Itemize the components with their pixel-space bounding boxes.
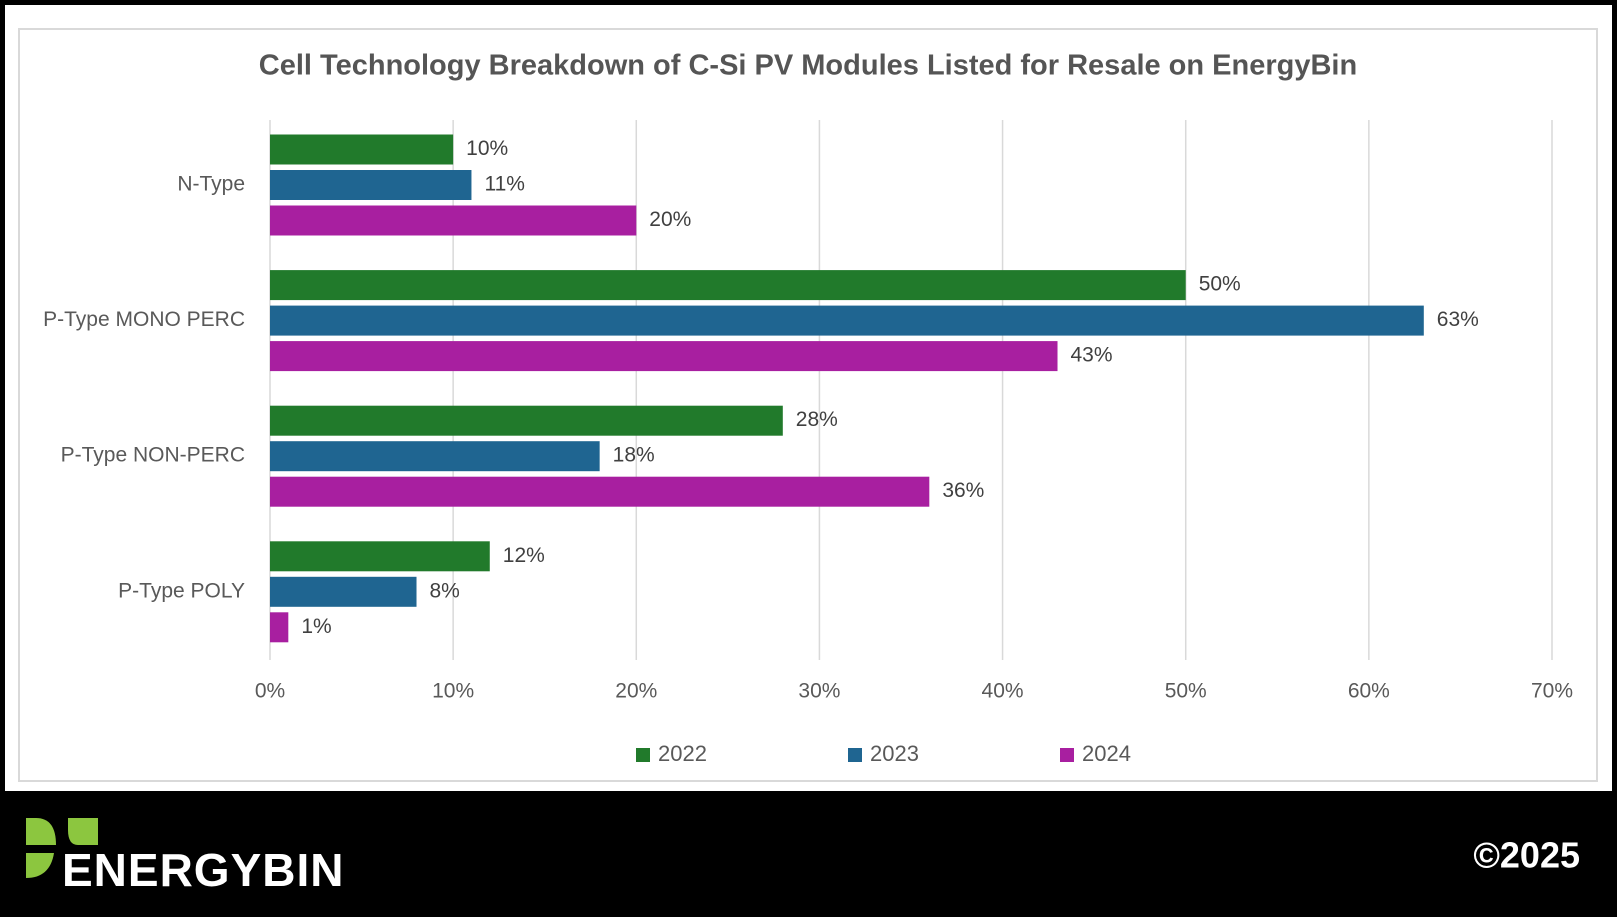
- logo: ENERGYBIN: [26, 818, 344, 896]
- legend-label: 2022: [658, 741, 707, 766]
- data-label: 11%: [484, 173, 524, 196]
- x-tick-label: 20%: [615, 680, 657, 703]
- bar: [270, 305, 1424, 336]
- bar: [270, 612, 289, 643]
- x-tick-label: 70%: [1531, 680, 1573, 703]
- legend-swatch: [1060, 748, 1074, 762]
- data-label: 20%: [649, 208, 691, 231]
- x-tick-label: 40%: [982, 680, 1024, 703]
- x-tick-label: 10%: [432, 680, 474, 703]
- logo-leaf: [26, 818, 56, 845]
- chart-title: Cell Technology Breakdown of C-Si PV Mod…: [259, 50, 1357, 82]
- x-tick-label: 50%: [1165, 680, 1207, 703]
- data-label: 1%: [301, 615, 331, 638]
- legend-swatch: [636, 748, 650, 762]
- plot-frame: [18, 28, 1598, 782]
- bar: [270, 170, 472, 200]
- copyright: ©2025: [1473, 835, 1580, 876]
- bar: [270, 205, 637, 236]
- x-tick-label: 60%: [1348, 680, 1390, 703]
- bar: [270, 576, 417, 607]
- y-tick-label: P-Type NON-PERC: [61, 444, 245, 467]
- legend-label: 2024: [1082, 741, 1131, 766]
- x-tick-label: 30%: [798, 680, 840, 703]
- legend-swatch: [848, 748, 862, 762]
- logo-leaf: [26, 853, 54, 878]
- bar: [270, 134, 454, 165]
- legend-label: 2023: [870, 741, 919, 766]
- data-label: 12%: [503, 544, 545, 567]
- y-tick-label: N-Type: [177, 173, 245, 196]
- bar: [270, 405, 783, 436]
- data-label: 63%: [1437, 308, 1479, 331]
- data-label: 10%: [466, 137, 508, 160]
- bar: [270, 441, 600, 472]
- x-tick-label: 0%: [255, 680, 285, 703]
- bar: [270, 270, 1186, 301]
- bar: [270, 341, 1058, 372]
- chart-area: [5, 5, 1612, 791]
- logo-leaf: [68, 818, 98, 845]
- data-label: 8%: [430, 579, 460, 602]
- y-tick-label: P-Type POLY: [118, 579, 245, 602]
- data-label: 28%: [796, 408, 838, 431]
- data-label: 50%: [1199, 273, 1241, 296]
- bar: [270, 541, 490, 572]
- data-label: 36%: [942, 479, 984, 502]
- y-tick-label: P-Type MONO PERC: [43, 308, 245, 331]
- data-label: 43%: [1071, 344, 1113, 367]
- logo-text: ENERGYBIN: [62, 844, 344, 896]
- data-label: 18%: [613, 444, 655, 467]
- bar: [270, 476, 930, 507]
